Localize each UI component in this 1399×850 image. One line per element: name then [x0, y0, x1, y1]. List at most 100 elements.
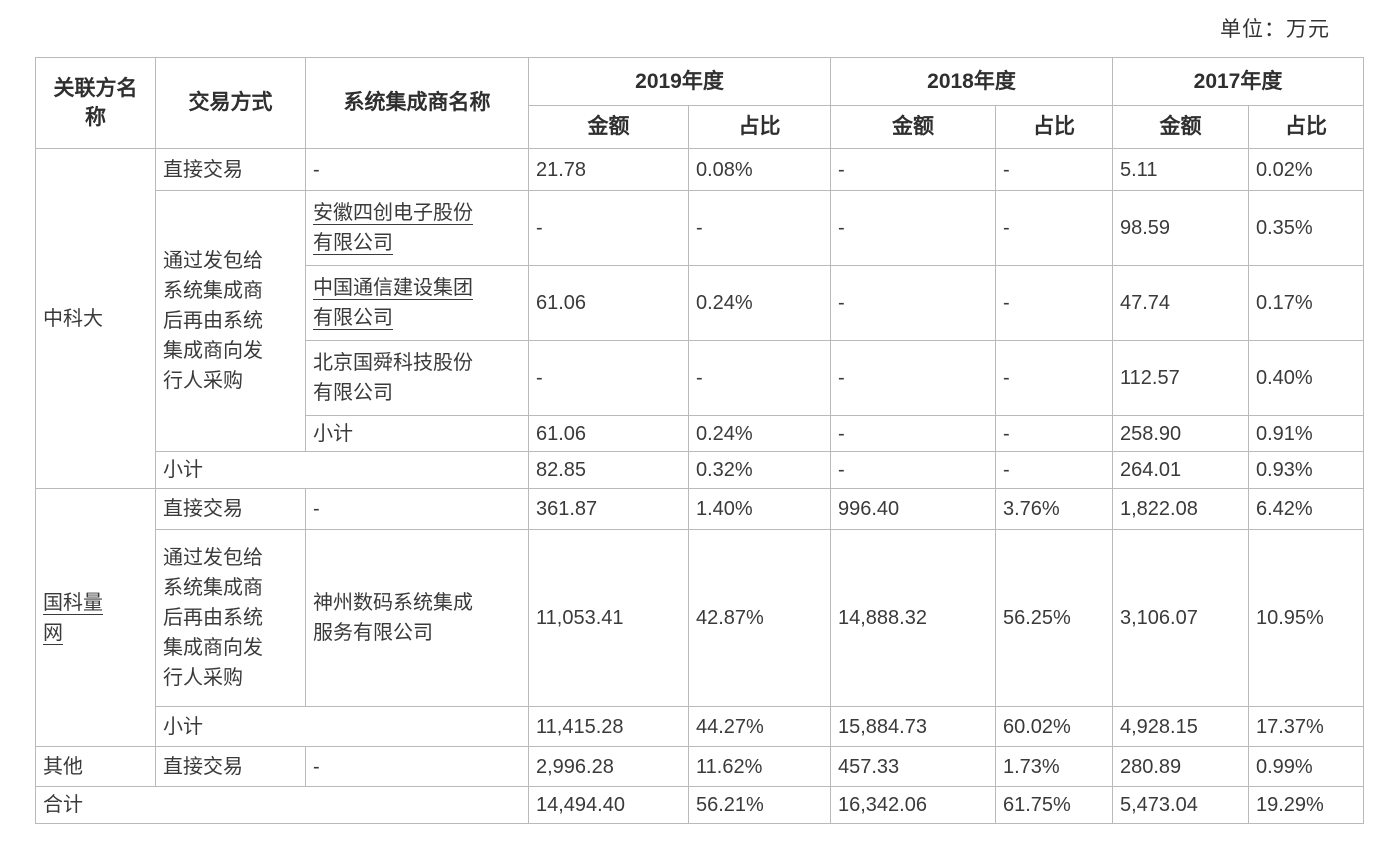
- cell-integrator-name: -: [305, 148, 529, 191]
- table-row: 中国通信建设集团 有限公司 61.06 0.24% - - 47.74 0.17…: [36, 265, 1364, 341]
- cell-subtotal-label: 小计: [305, 415, 529, 452]
- header-year-2018: 2018年度: [830, 57, 1113, 106]
- header-amount-2018: 金额: [830, 105, 996, 149]
- cell-value: 0.35%: [1248, 190, 1364, 266]
- cell-value: 98.59: [1112, 190, 1249, 266]
- cell-value: 82.85: [528, 451, 689, 489]
- cell-value: 44.27%: [688, 706, 831, 747]
- cell-value: 0.24%: [688, 415, 831, 452]
- table-row: 其他 直接交易 - 2,996.28 11.62% 457.33 1.73% 2…: [35, 746, 1364, 787]
- cell-value: 258.90: [1112, 415, 1249, 452]
- cell-value: -: [995, 451, 1113, 489]
- cell-value: 14,494.40: [528, 786, 689, 824]
- header-integrator: 系统集成商名称: [305, 57, 529, 149]
- cell-value: -: [688, 340, 831, 416]
- header-ratio-2017: 占比: [1248, 105, 1364, 149]
- cell-transaction-mode: 直接交易: [155, 746, 306, 787]
- header-ratio-2019: 占比: [688, 105, 831, 149]
- cell-value: -: [830, 265, 996, 341]
- cell-value: 112.57: [1112, 340, 1249, 416]
- cell-value: 15,884.73: [830, 706, 996, 747]
- table-row: 小计 82.85 0.32% - - 264.01 0.93%: [36, 451, 1364, 489]
- cell-transaction-mode: 通过发包给 系统集成商 后再由系统 集成商向发 行人采购: [155, 190, 306, 452]
- cell-value: -: [830, 415, 996, 452]
- cell-value: 61.06: [528, 415, 689, 452]
- integrator-underlined-name: 中国通信建设集团 有限公司: [313, 277, 473, 329]
- cell-value: -: [528, 340, 689, 416]
- header-amount-2019: 金额: [528, 105, 689, 149]
- table-row: 小计 11,415.28 44.27% 15,884.73 60.02% 4,9…: [36, 706, 1364, 747]
- cell-value: 280.89: [1112, 746, 1249, 787]
- header-transaction-mode: 交易方式: [155, 57, 306, 149]
- table-row: 小计 61.06 0.24% - - 258.90 0.91%: [36, 415, 1364, 452]
- cell-value: -: [528, 190, 689, 266]
- integrator-underlined-name: 安徽四创电子股份 有限公司: [313, 202, 473, 254]
- cell-value: -: [995, 265, 1113, 341]
- cell-value: 1.73%: [995, 746, 1113, 787]
- cell-value: 6.42%: [1248, 488, 1364, 530]
- cell-value: 11,415.28: [528, 706, 689, 747]
- cell-value: 19.29%: [1248, 786, 1364, 824]
- table-row: 通过发包给 系统集成商 后再由系统 集成商向发 行人采购 神州数码系统集成 服务…: [36, 529, 1364, 707]
- cell-value: 60.02%: [995, 706, 1113, 747]
- table-header-row-years: 关联方名 称 交易方式 系统集成商名称 2019年度 2018年度 2017年度: [35, 57, 1364, 149]
- cell-value: 1,822.08: [1112, 488, 1249, 530]
- cell-value: 2,996.28: [528, 746, 689, 787]
- related-party-transactions-table: 关联方名 称 交易方式 系统集成商名称 2019年度 2018年度 2017年度…: [35, 57, 1364, 824]
- cell-value: -: [830, 451, 996, 489]
- cell-value: 10.95%: [1248, 529, 1364, 707]
- header-year-2019: 2019年度: [528, 57, 831, 106]
- cell-value: -: [995, 190, 1113, 266]
- cell-value: 0.91%: [1248, 415, 1364, 452]
- cell-value: 0.99%: [1248, 746, 1364, 787]
- cell-value: 11.62%: [688, 746, 831, 787]
- table-row: 中科大 直接交易 - 21.78 0.08% - - 5.11 0.02%: [35, 148, 1364, 489]
- cell-value: -: [830, 148, 996, 191]
- cell-value: -: [995, 340, 1113, 416]
- cell-value: 11,053.41: [528, 529, 689, 707]
- cell-value: 56.25%: [995, 529, 1113, 707]
- cell-value: 457.33: [830, 746, 996, 787]
- cell-subtotal-label: 小计: [155, 451, 529, 489]
- cell-value: 61.75%: [995, 786, 1113, 824]
- cell-value: 47.74: [1112, 265, 1249, 341]
- cell-value: -: [830, 190, 996, 266]
- cell-transaction-mode: 直接交易: [155, 488, 306, 530]
- cell-value: 61.06: [528, 265, 689, 341]
- cell-value: 0.32%: [688, 451, 831, 489]
- cell-value: 4,928.15: [1112, 706, 1249, 747]
- cell-value: 14,888.32: [830, 529, 996, 707]
- cell-related-party: 其他: [35, 746, 156, 787]
- cell-total-label: 合计: [35, 786, 529, 824]
- table-row: 北京国舜科技股份 有限公司 - - - - 112.57 0.40%: [36, 340, 1364, 416]
- cell-value: 0.02%: [1248, 148, 1364, 191]
- cell-value: -: [688, 190, 831, 266]
- cell-value: 17.37%: [1248, 706, 1364, 747]
- cell-integrator-name: -: [305, 488, 529, 530]
- cell-value: 1.40%: [688, 488, 831, 530]
- cell-integrator-name: 中国通信建设集团 有限公司: [305, 265, 529, 341]
- cell-value: 0.08%: [688, 148, 831, 191]
- cell-value: 56.21%: [688, 786, 831, 824]
- header-year-2017: 2017年度: [1112, 57, 1364, 106]
- table-row: 通过发包给 系统集成商 后再由系统 集成商向发 行人采购 安徽四创电子股份 有限…: [36, 190, 1364, 452]
- unit-label: 单位：万元: [1220, 18, 1330, 41]
- header-ratio-2018: 占比: [995, 105, 1113, 149]
- header-related-party: 关联方名 称: [35, 57, 156, 149]
- table-row-total: 合计 14,494.40 56.21% 16,342.06 61.75% 5,4…: [35, 786, 1364, 824]
- cell-value: 0.40%: [1248, 340, 1364, 416]
- cell-subtotal-label: 小计: [155, 706, 529, 747]
- cell-value: 16,342.06: [830, 786, 996, 824]
- related-party-underlined-name: 国科量 网: [43, 591, 103, 644]
- cell-value: 361.87: [528, 488, 689, 530]
- cell-value: 3,106.07: [1112, 529, 1249, 707]
- cell-value: 0.17%: [1248, 265, 1364, 341]
- cell-integrator-name: 北京国舜科技股份 有限公司: [305, 340, 529, 416]
- cell-integrator-name: -: [305, 746, 529, 787]
- cell-value: 3.76%: [995, 488, 1113, 530]
- cell-value: 996.40: [830, 488, 996, 530]
- cell-value: -: [995, 148, 1113, 191]
- header-amount-2017: 金额: [1112, 105, 1249, 149]
- cell-related-party: 国科量 网: [35, 488, 156, 747]
- cell-transaction-mode: 通过发包给 系统集成商 后再由系统 集成商向发 行人采购: [155, 529, 306, 707]
